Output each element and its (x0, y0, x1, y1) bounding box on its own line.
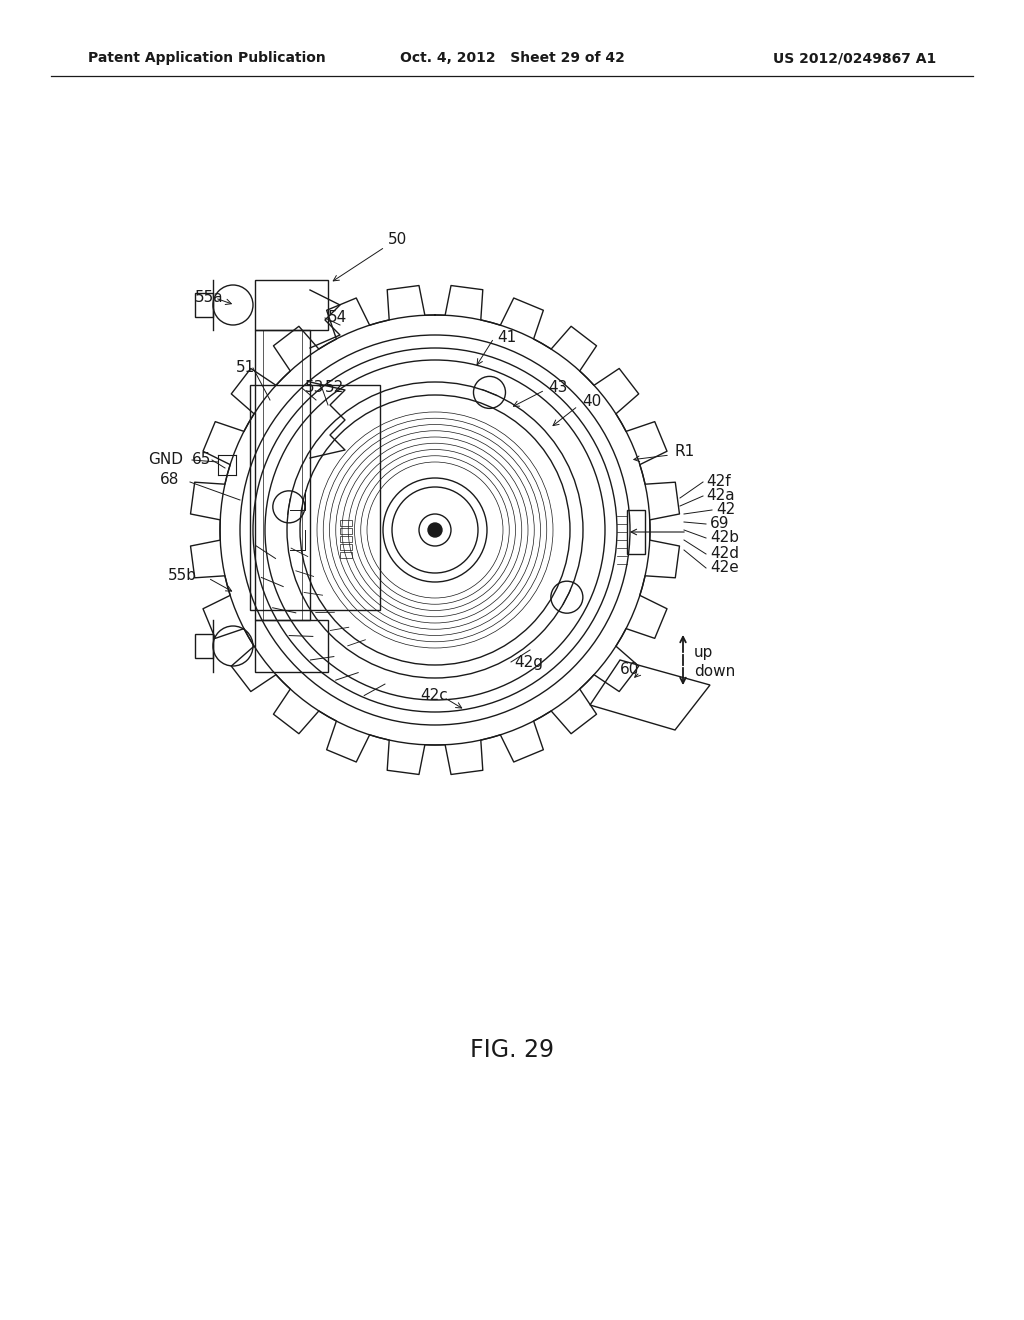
Bar (340, 552, 352, 558)
Text: 52: 52 (325, 380, 344, 396)
Text: 42b: 42b (710, 531, 739, 545)
Text: 42: 42 (716, 503, 735, 517)
Text: Oct. 4, 2012   Sheet 29 of 42: Oct. 4, 2012 Sheet 29 of 42 (399, 51, 625, 65)
Text: 53: 53 (305, 380, 325, 396)
Text: 42g: 42g (514, 655, 543, 669)
Bar (195, 293, 213, 317)
Text: 40: 40 (582, 395, 601, 409)
Circle shape (428, 523, 442, 537)
Text: 55b: 55b (168, 569, 197, 583)
Text: 51: 51 (236, 360, 255, 375)
Text: 42e: 42e (710, 561, 738, 576)
Text: 42d: 42d (710, 546, 739, 561)
Bar (340, 520, 352, 525)
Bar (340, 528, 352, 535)
Text: 55a: 55a (195, 290, 223, 305)
Text: 60: 60 (620, 663, 639, 677)
Text: 42a: 42a (706, 488, 734, 503)
Text: 65: 65 (193, 453, 211, 467)
Text: 54: 54 (328, 310, 347, 326)
Text: FIG. 29: FIG. 29 (470, 1038, 554, 1063)
Text: 43: 43 (548, 380, 567, 396)
Bar (340, 536, 352, 543)
Text: R1: R1 (674, 445, 694, 459)
Text: down: down (694, 664, 735, 680)
Text: Patent Application Publication: Patent Application Publication (88, 51, 326, 65)
Text: 42f: 42f (706, 474, 731, 490)
Bar (195, 634, 213, 657)
Text: 69: 69 (710, 516, 729, 532)
Bar (255, 280, 328, 330)
Bar (340, 544, 352, 550)
Text: GND: GND (148, 453, 183, 467)
Bar (250, 385, 380, 610)
Bar (255, 620, 328, 672)
Bar (627, 510, 645, 554)
Text: 50: 50 (388, 232, 408, 248)
Text: US 2012/0249867 A1: US 2012/0249867 A1 (773, 51, 936, 65)
Text: up: up (694, 644, 714, 660)
Text: 42c: 42c (420, 689, 447, 704)
Bar (255, 330, 310, 620)
Text: 68: 68 (160, 473, 179, 487)
Text: 41: 41 (497, 330, 516, 346)
